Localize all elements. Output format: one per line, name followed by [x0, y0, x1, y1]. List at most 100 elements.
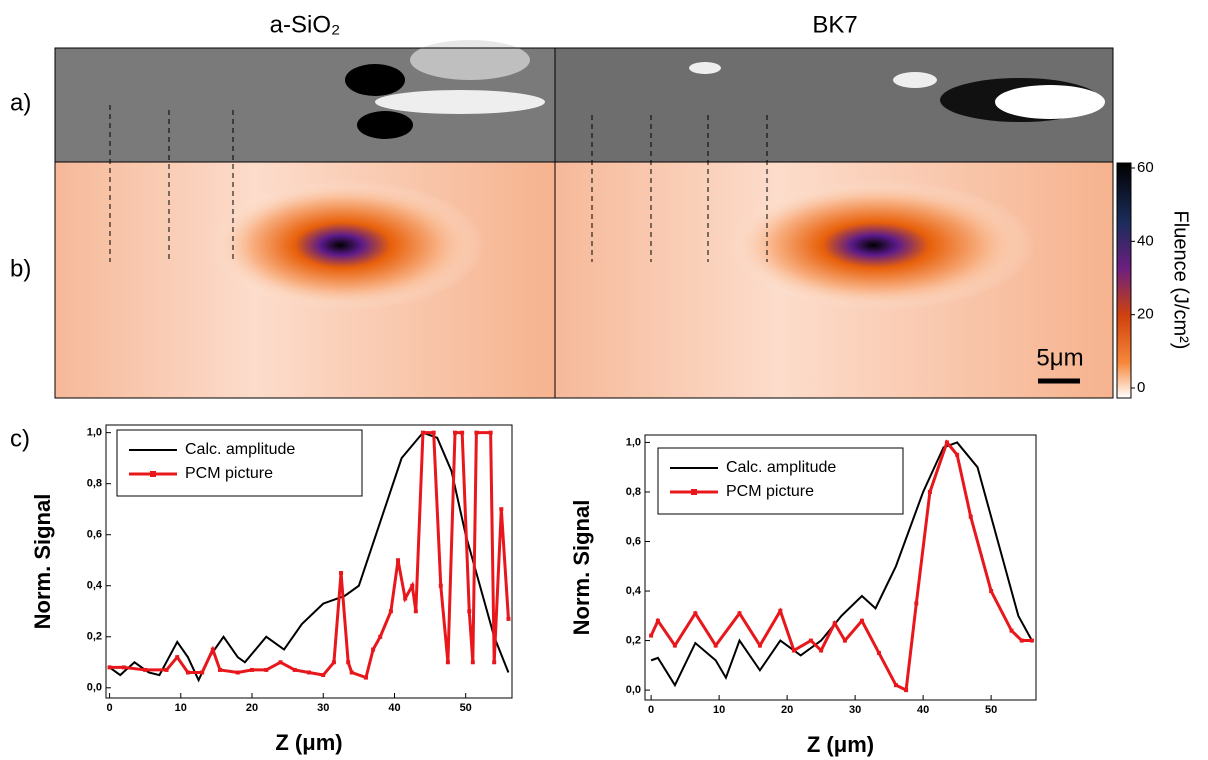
y-tick-label: 0,0	[87, 682, 102, 694]
colorbar-tick-label: 60	[1137, 159, 1154, 176]
marker	[210, 647, 215, 652]
y-tick-label: 0,8	[626, 486, 641, 498]
x-tick-label: 0	[106, 702, 112, 714]
y-axis-label: Norm. Signal	[569, 500, 594, 636]
marker	[1019, 638, 1024, 643]
marker	[321, 673, 326, 678]
legend-label: PCM picture	[185, 465, 273, 482]
marker	[474, 430, 479, 435]
marker	[791, 648, 796, 653]
marker	[778, 608, 783, 613]
y-tick-label: 0,2	[87, 631, 102, 643]
marker	[757, 643, 762, 648]
marker	[1029, 638, 1034, 643]
marker	[944, 440, 949, 445]
x-tick-label: 10	[175, 702, 187, 714]
colorbar-tick-label: 40	[1137, 232, 1154, 249]
marker	[346, 660, 351, 665]
marker	[989, 589, 994, 594]
marker	[185, 670, 190, 675]
x-tick-label: 30	[849, 704, 861, 716]
marker	[107, 665, 112, 670]
marker	[904, 688, 909, 693]
marker	[420, 430, 425, 435]
panel-title: a-SiO₂	[270, 11, 341, 38]
legend-label: Calc. amplitude	[726, 459, 836, 476]
marker	[307, 670, 311, 675]
marker	[737, 611, 742, 616]
marker	[278, 660, 283, 665]
marker	[363, 675, 368, 680]
colorbar-tick-label: 0	[1137, 379, 1145, 396]
marker	[175, 655, 180, 660]
plot-frame	[105, 424, 513, 699]
x-tick-label: 40	[917, 704, 929, 716]
y-tick-label: 0,4	[87, 580, 103, 592]
marker	[349, 670, 354, 675]
marker	[832, 621, 837, 626]
panel-label: c)	[10, 425, 30, 452]
marker	[470, 660, 475, 665]
marker	[859, 618, 864, 623]
marker	[955, 452, 960, 457]
series-line	[649, 439, 1032, 693]
y-tick-label: 0,2	[626, 634, 641, 646]
marker	[968, 514, 973, 519]
marker	[672, 643, 677, 648]
y-tick-label: 0,0	[626, 684, 641, 696]
marker	[396, 558, 401, 563]
plot-frame	[644, 434, 1037, 701]
legend-label: PCM picture	[726, 483, 814, 500]
marker	[164, 667, 169, 672]
colorbar-label: Fluence (J/cm²)	[1170, 211, 1192, 350]
marker	[217, 667, 222, 672]
y-tick-label: 1,0	[626, 436, 641, 448]
marker	[339, 570, 344, 575]
marker	[235, 670, 240, 675]
marker	[413, 609, 418, 614]
marker	[893, 683, 898, 688]
x-tick-label: 40	[388, 702, 400, 714]
marker	[371, 647, 376, 652]
marker	[250, 667, 255, 672]
marker	[488, 430, 493, 435]
marker	[460, 430, 465, 435]
x-tick-label: 30	[317, 702, 329, 714]
marker	[121, 665, 126, 670]
marker	[410, 583, 415, 588]
panel-label: b)	[10, 255, 31, 282]
panel-label: a)	[10, 89, 31, 116]
marker	[506, 616, 511, 621]
series-line	[108, 431, 510, 683]
marker	[842, 638, 847, 643]
y-axis-label: Norm. Signal	[30, 494, 55, 630]
marker	[292, 667, 297, 672]
x-tick-label: 20	[246, 702, 258, 714]
y-tick-label: 0,6	[626, 535, 641, 547]
marker	[876, 650, 881, 655]
marker	[431, 430, 436, 435]
marker	[453, 430, 458, 435]
marker	[143, 667, 148, 672]
marker	[914, 601, 919, 606]
marker	[438, 583, 443, 588]
marker	[264, 667, 269, 672]
micrographs	[54, 40, 1114, 399]
marker	[808, 638, 813, 643]
marker	[927, 489, 932, 494]
marker	[713, 643, 718, 648]
marker	[467, 609, 472, 614]
marker	[693, 611, 698, 616]
marker	[1009, 628, 1014, 633]
x-tick-label: 20	[781, 704, 793, 716]
colorbar-tick-label: 20	[1137, 306, 1154, 323]
marker	[492, 660, 497, 665]
x-tick-label: 10	[713, 704, 725, 716]
marker	[819, 648, 824, 653]
marker	[649, 633, 654, 638]
scale-bar-label: 5μm	[1036, 344, 1083, 371]
y-tick-label: 0,4	[626, 585, 642, 597]
x-axis-label: Z (μm)	[275, 730, 342, 755]
